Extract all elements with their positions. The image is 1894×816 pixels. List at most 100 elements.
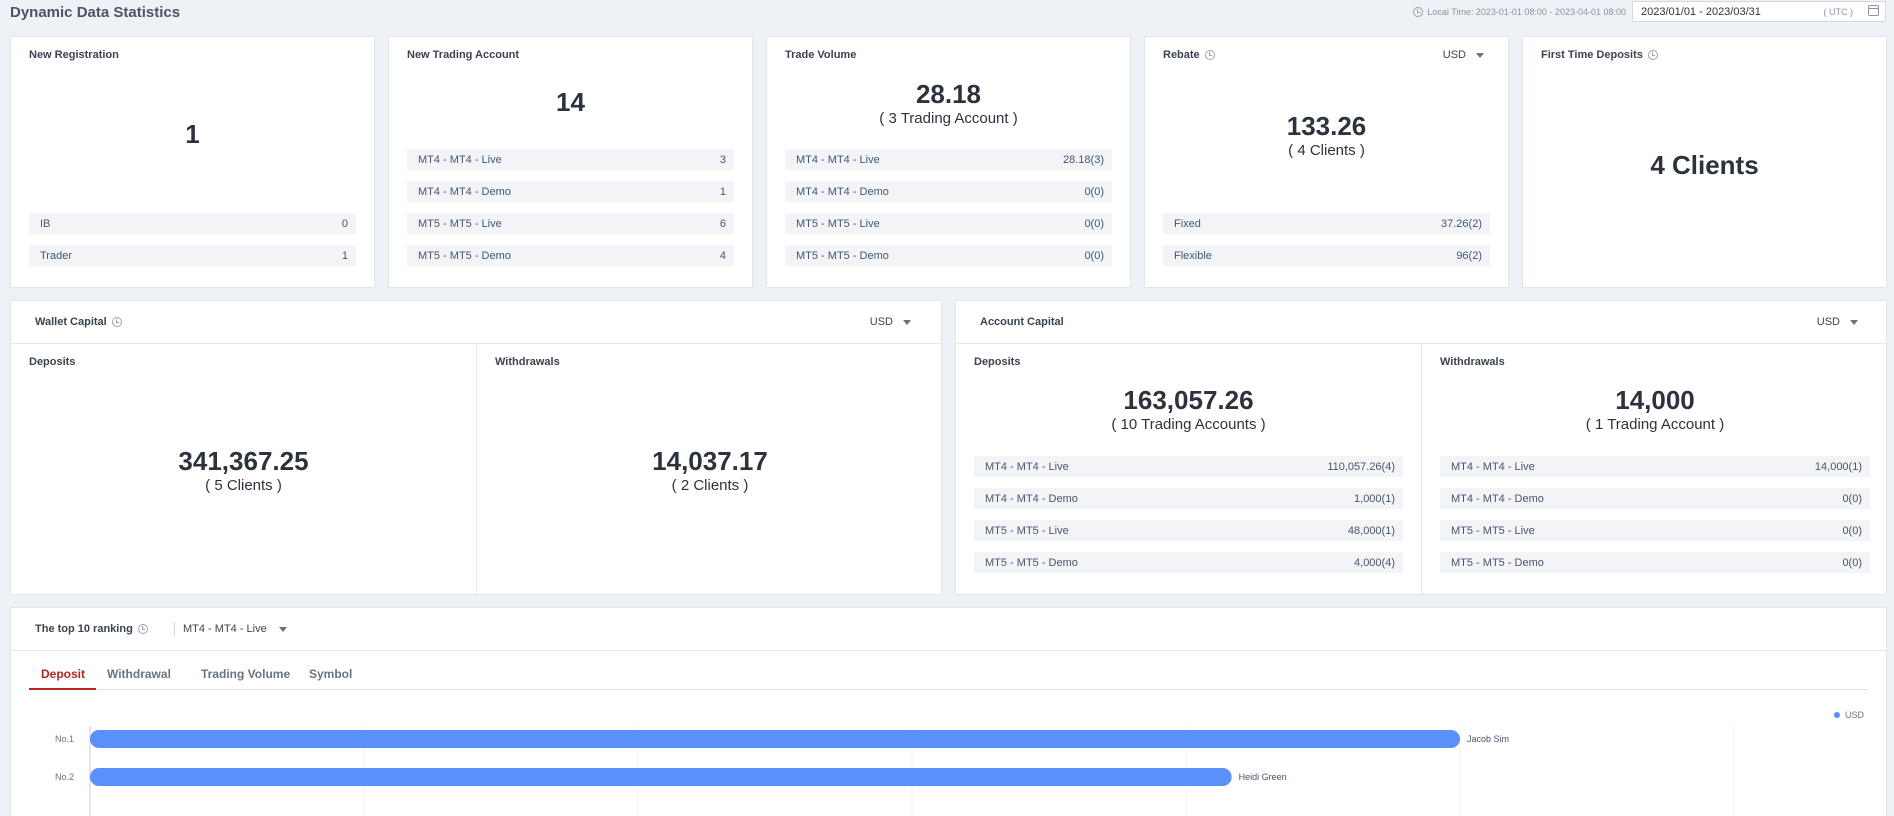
list-item: IB 0 bbox=[29, 213, 356, 234]
row-value: 96(2) bbox=[1456, 250, 1482, 262]
row-value: 110,057.26(4) bbox=[1327, 461, 1395, 473]
account-currency-select[interactable]: USD bbox=[1817, 316, 1858, 328]
list-item: MT4 - MT4 - Demo 1 bbox=[407, 181, 734, 202]
bar-data-label: Jacob Sim bbox=[1467, 734, 1509, 744]
chevron-down-icon[interactable] bbox=[278, 626, 287, 632]
clock-icon bbox=[1413, 7, 1424, 17]
ranking-title: The top 10 ranking bbox=[35, 623, 133, 635]
panel-title: Withdrawals bbox=[495, 356, 560, 368]
new-registration-value: 1 bbox=[185, 119, 200, 149]
ranking-tabs: Deposit Withdrawal Trading Volume Symbol bbox=[29, 655, 1868, 690]
row-value: 6 bbox=[719, 218, 726, 230]
tab-withdrawal[interactable]: Withdrawal bbox=[107, 667, 171, 681]
list-item: MT4 - MT4 - Demo 0(0) bbox=[1440, 488, 1870, 509]
account-deposits-value: 163,057.26 bbox=[1123, 385, 1254, 415]
list-item: MT4 - MT4 - Live 3 bbox=[407, 149, 734, 170]
row-value: 0(0) bbox=[1842, 525, 1862, 537]
wallet-withdrawals-sub: ( 2 Clients ) bbox=[671, 477, 749, 494]
row-value: 1 bbox=[341, 250, 348, 262]
date-range-value[interactable]: 2023/01/01 - 2023/03/31 bbox=[1641, 6, 1761, 18]
tab-trading-volume[interactable]: Trading Volume bbox=[201, 667, 291, 681]
panel-title: Deposits bbox=[974, 356, 1021, 368]
panel-title: Deposits bbox=[29, 356, 76, 368]
wallet-capital-header: Wallet Capital USD bbox=[11, 301, 941, 344]
row-label: MT4 - MT4 - Demo bbox=[1451, 493, 1544, 505]
account-withdrawals-panel: Withdrawals 14,000 ( 1 Trading Account )… bbox=[1422, 344, 1888, 594]
row-label: MT4 - MT4 - Live bbox=[1451, 461, 1535, 473]
calendar-icon[interactable] bbox=[1868, 5, 1879, 16]
chevron-down-icon[interactable] bbox=[1850, 319, 1858, 325]
trade-volume-value: 28.18 bbox=[915, 79, 982, 109]
currency-value[interactable]: USD bbox=[1442, 49, 1466, 61]
rebate-sub: ( 4 Clients ) bbox=[1288, 142, 1365, 159]
bar bbox=[90, 768, 1232, 786]
tab-deposit[interactable]: Deposit bbox=[41, 667, 86, 681]
bar-data-label: Heidi Green bbox=[1239, 772, 1287, 782]
row-label: MT5 - MT5 - Demo bbox=[796, 250, 889, 262]
clock-icon[interactable] bbox=[137, 624, 148, 634]
active-tab-indicator bbox=[29, 688, 96, 690]
wallet-deposits-value: 341,367.25 bbox=[178, 446, 309, 476]
wallet-capital-title: Wallet Capital bbox=[35, 316, 107, 328]
list-item: MT5 - MT5 - Live 6 bbox=[407, 213, 734, 234]
list-item: MT5 - MT5 - Live 0(0) bbox=[785, 213, 1112, 234]
account-withdrawals-value: 14,000 bbox=[1615, 385, 1695, 415]
page-header: Dynamic Data Statistics Local Time: 2023… bbox=[0, 0, 1894, 26]
row-value: 0(0) bbox=[1084, 218, 1104, 230]
panel-title: Withdrawals bbox=[1440, 356, 1505, 368]
y-tick-label: No.2 bbox=[55, 772, 74, 782]
first-time-deposits-title: First Time Deposits bbox=[1541, 49, 1643, 61]
clock-icon[interactable] bbox=[111, 317, 122, 327]
wallet-withdrawals-value: 14,037.17 bbox=[652, 446, 768, 476]
account-type-value[interactable]: MT4 - MT4 - Live bbox=[183, 623, 267, 635]
row-label: MT4 - MT4 - Demo bbox=[796, 186, 889, 198]
chevron-down-icon[interactable] bbox=[903, 319, 911, 325]
date-range-picker[interactable]: 2023/01/01 - 2023/03/31 ( UTC ) bbox=[1632, 1, 1886, 22]
wallet-currency-select[interactable]: USD bbox=[870, 316, 911, 328]
account-capital-card: Account Capital USD Deposits 163,057.26 … bbox=[955, 300, 1887, 595]
ranking-chart: USD No.1 Jacob Sim No.2 Heidi Green bbox=[55, 710, 1865, 816]
list-item: MT4 - MT4 - Live 14,000(1) bbox=[1440, 456, 1870, 477]
list-item: MT5 - MT5 - Demo 4 bbox=[407, 245, 734, 266]
legend-marker bbox=[1834, 712, 1840, 718]
first-time-deposits-title-group: First Time Deposits bbox=[1541, 49, 1658, 61]
clock-icon[interactable] bbox=[1204, 50, 1215, 60]
first-time-deposits-card: First Time Deposits 4 Clients bbox=[1522, 36, 1887, 288]
new-trading-account-card: New Trading Account 14 MT4 - MT4 - Live … bbox=[388, 36, 753, 288]
row-label: MT5 - MT5 - Live bbox=[418, 218, 502, 230]
bar bbox=[90, 730, 1460, 748]
trade-volume-sub: ( 3 Trading Account ) bbox=[879, 110, 1018, 127]
row-label: MT5 - MT5 - Demo bbox=[1451, 557, 1544, 569]
page-title: Dynamic Data Statistics bbox=[10, 4, 181, 21]
currency-value[interactable]: USD bbox=[1816, 316, 1840, 328]
wallet-deposits-sub: ( 5 Clients ) bbox=[205, 477, 282, 494]
account-type-select[interactable]: MT4 - MT4 - Live bbox=[183, 623, 287, 635]
account-withdrawals-sub: ( 1 Trading Account ) bbox=[1585, 416, 1725, 433]
row-label: MT4 - MT4 - Live bbox=[418, 154, 502, 166]
wallet-capital-card: Wallet Capital USD Deposits 341,367.25 (… bbox=[10, 300, 942, 595]
row-value: 37.26(2) bbox=[1441, 218, 1482, 230]
legend-label: USD bbox=[1845, 710, 1865, 720]
new-registration-title: New Registration bbox=[29, 49, 119, 61]
clock-icon[interactable] bbox=[1647, 50, 1658, 60]
rebate-currency-select[interactable]: USD bbox=[1443, 49, 1484, 61]
row-value: 1 bbox=[719, 186, 726, 198]
row-label: Fixed bbox=[1174, 218, 1201, 230]
ranking-card: The top 10 ranking MT4 - MT4 - Live Depo… bbox=[10, 607, 1887, 816]
row-label: MT5 - MT5 - Demo bbox=[985, 557, 1078, 569]
row-value: 4 bbox=[719, 250, 726, 262]
currency-value[interactable]: USD bbox=[869, 316, 893, 328]
chevron-down-icon[interactable] bbox=[1476, 52, 1484, 58]
rebate-value: 133.26 bbox=[1286, 111, 1367, 141]
list-item: MT5 - MT5 - Demo 0(0) bbox=[1440, 552, 1870, 573]
y-tick-label: No.1 bbox=[55, 734, 74, 744]
row-value: 0(0) bbox=[1842, 493, 1862, 505]
trade-volume-title: Trade Volume bbox=[785, 49, 857, 61]
wallet-withdrawals-panel: Withdrawals 14,037.17 ( 2 Clients ) bbox=[477, 344, 943, 594]
tab-symbol[interactable]: Symbol bbox=[309, 667, 353, 681]
row-label: MT4 - MT4 - Demo bbox=[418, 186, 511, 198]
row-value: 1,000(1) bbox=[1354, 493, 1395, 505]
list-item: MT4 - MT4 - Live 110,057.26(4) bbox=[974, 456, 1403, 477]
trade-volume-card: Trade Volume 28.18 ( 3 Trading Account )… bbox=[766, 36, 1131, 288]
rebate-title-group: Rebate bbox=[1163, 49, 1215, 61]
